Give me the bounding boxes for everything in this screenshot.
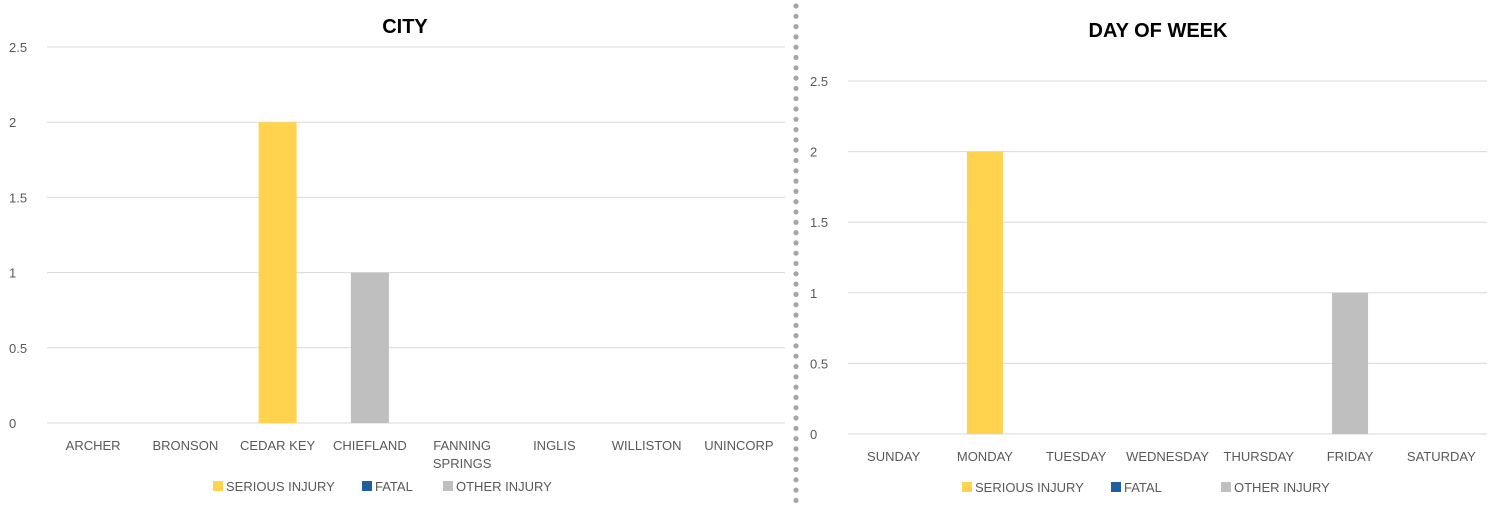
y-tick-label: 1.5: [810, 215, 828, 230]
divider-dot: [793, 116, 799, 122]
divider-dot: [793, 394, 799, 400]
divider-dot: [793, 487, 799, 493]
divider-dot: [793, 199, 799, 205]
divider-dot: [793, 343, 799, 349]
divider-dot: [793, 240, 799, 246]
x-category-label: ARCHER: [66, 438, 121, 453]
legend-label-fatal: FATAL: [1124, 480, 1162, 495]
divider-dot: [793, 188, 799, 194]
legend-label-other-injury: OTHER INJURY: [1234, 480, 1330, 495]
divider-dot: [793, 446, 799, 452]
legend-swatch-fatal: [362, 481, 372, 491]
x-category-label: SUNDAY: [867, 449, 921, 464]
divider-dot: [793, 75, 799, 81]
legend-label-fatal: FATAL: [375, 479, 413, 494]
y-tick-label: 0.5: [9, 341, 27, 356]
divider-dot: [793, 65, 799, 71]
divider-dot: [793, 168, 799, 174]
bar-serious-injury-cedar-key: [258, 122, 297, 423]
chart-title: CITY: [382, 16, 428, 38]
x-category-label: WILLISTON: [612, 438, 682, 453]
city-chart: 0 0.5 1 1.5 2 2.5 CITY ARCHER BRONSON CEDAR KEY CH…: [9, 16, 785, 494]
y-tick-label: 0.5: [810, 356, 828, 371]
legend-label-serious-injury: SERIOUS INJURY: [226, 479, 335, 494]
bar-serious-injury-monday: [966, 151, 1003, 434]
divider-dot: [793, 96, 799, 102]
divider-dot: [793, 456, 799, 462]
divider-dot: [793, 219, 799, 225]
divider-dot: [793, 44, 799, 50]
divider-dot: [793, 3, 799, 9]
divider-dot: [793, 209, 799, 215]
divider-dot: [793, 291, 799, 297]
x-category-label: WEDNESDAY: [1126, 449, 1209, 464]
x-category-label: THURSDAY: [1224, 449, 1295, 464]
divider-dot: [793, 281, 799, 287]
legend-swatch-other-injury: [1221, 482, 1231, 492]
divider-dot: [793, 178, 799, 184]
bar-other-injury-chiefland: [350, 272, 389, 423]
divider-dot: [793, 312, 799, 318]
chart-divider: [793, 3, 799, 503]
chart-title: DAY OF WEEK: [1089, 20, 1228, 42]
y-tick-label: 2.5: [9, 40, 27, 55]
divider-dot: [793, 34, 799, 40]
x-category-label: CEDAR KEY: [240, 438, 315, 453]
divider-dot: [793, 260, 799, 267]
divider-dot: [793, 477, 799, 483]
x-category-label: FRIDAY: [1327, 449, 1374, 464]
x-category-label: TUESDAY: [1046, 449, 1107, 464]
y-tick-label: 1: [9, 266, 16, 281]
day-of-week-chart: 0 0.5 1 1.5 2 2.5 DAY OF WEEK SUNDAY MONDAY TUESD…: [810, 20, 1487, 495]
divider-dot: [793, 54, 799, 61]
y-tick-label: 2: [810, 145, 817, 160]
divider-dot: [793, 13, 799, 19]
legend-swatch-serious-injury: [962, 482, 972, 492]
divider-dot: [793, 374, 799, 380]
divider-dot: [793, 137, 799, 143]
x-category-label: FANNING SPRINGS: [433, 438, 492, 471]
divider-dot: [793, 147, 799, 153]
divider-dot: [793, 436, 799, 442]
bar-other-injury-friday: [1332, 292, 1369, 434]
divider-dot: [793, 106, 799, 112]
legend-label-serious-injury: SERIOUS INJURY: [975, 480, 1084, 495]
y-tick-label: 1.5: [9, 190, 27, 205]
divider-dot: [793, 271, 799, 277]
divider-dot: [793, 415, 799, 421]
divider-dot: [793, 127, 799, 133]
legend-swatch-serious-injury: [213, 481, 223, 491]
y-tick-label: 0: [810, 427, 817, 442]
y-tick-label: 2.5: [810, 74, 828, 89]
divider-dot: [793, 230, 799, 236]
x-category-label: UNINCORP: [704, 438, 773, 453]
x-category-label: SATURDAY: [1407, 449, 1476, 464]
y-tick-label: 2: [9, 115, 16, 130]
y-tick-label: 1: [810, 286, 817, 301]
divider-dot: [793, 363, 799, 370]
divider-dot: [793, 425, 799, 431]
divider-dot: [793, 302, 799, 308]
divider-dot: [793, 157, 799, 164]
divider-dot: [793, 405, 799, 411]
legend-swatch-other-injury: [443, 481, 453, 491]
divider-dot: [793, 353, 799, 359]
divider-dot: [793, 24, 799, 30]
legend-swatch-fatal: [1111, 482, 1121, 492]
x-category-label: BRONSON: [153, 438, 219, 453]
y-tick-label: 0: [9, 416, 16, 431]
divider-dot: [793, 333, 799, 339]
divider-dot: [793, 250, 799, 256]
x-category-label: INGLIS: [533, 438, 576, 453]
divider-dot: [793, 384, 799, 390]
divider-dot: [793, 497, 799, 503]
x-category-label: MONDAY: [957, 449, 1013, 464]
x-category-label: CHIEFLAND: [333, 438, 407, 453]
divider-dot: [793, 85, 799, 91]
divider-dot: [793, 322, 799, 328]
divider-dot: [793, 466, 799, 473]
legend-label-other-injury: OTHER INJURY: [456, 479, 552, 494]
